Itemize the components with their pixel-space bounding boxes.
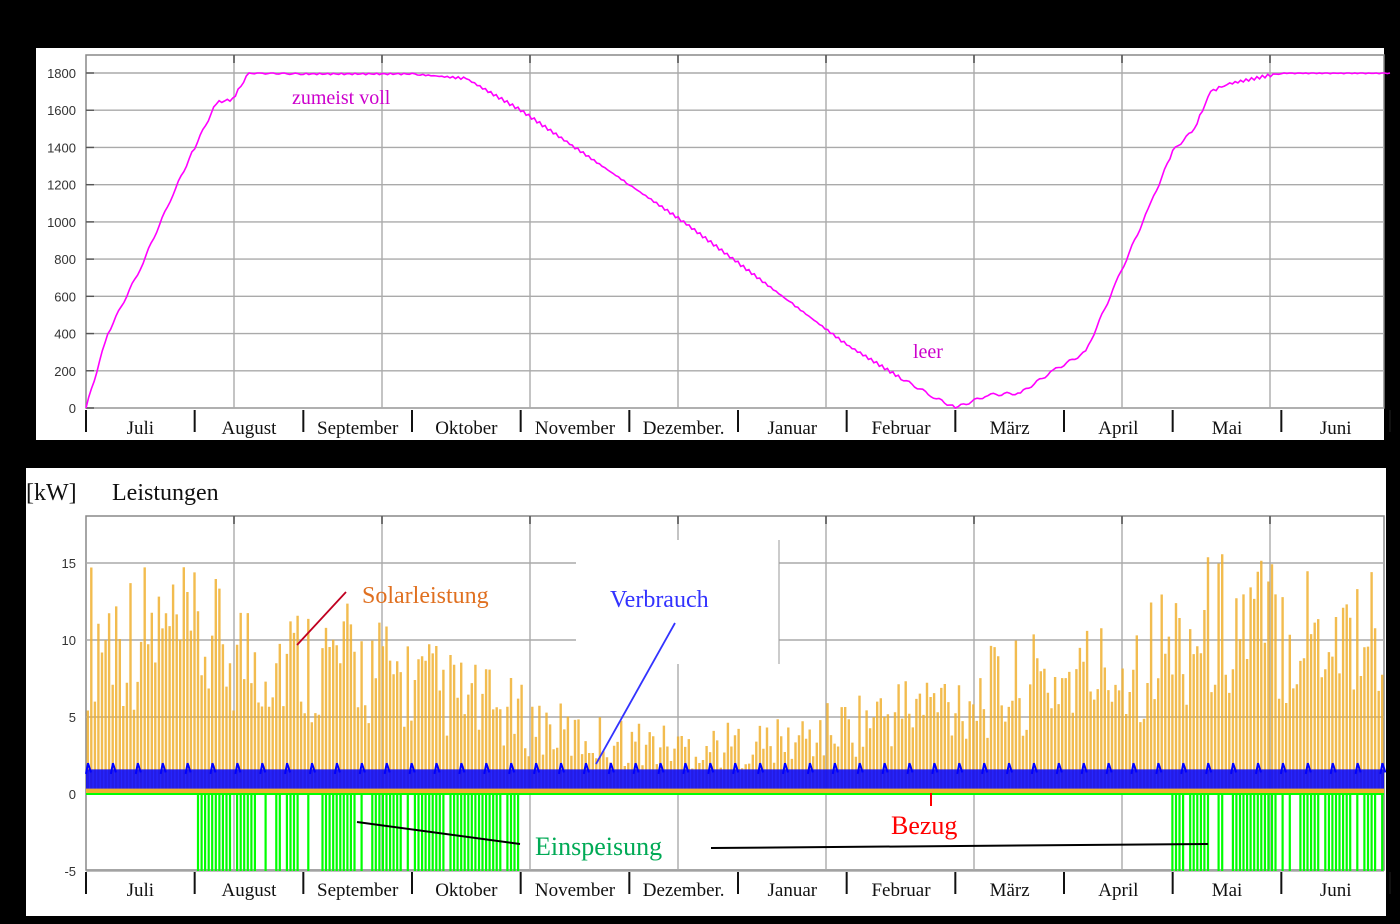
month-label: April xyxy=(1098,880,1138,901)
solar-pointer-line xyxy=(296,591,347,646)
y-tick-label: 600 xyxy=(54,289,76,304)
consumption-peaks xyxy=(85,762,1387,775)
month-label: November xyxy=(535,418,616,439)
month-label: April xyxy=(1098,418,1138,439)
y-tick-label: 200 xyxy=(54,364,76,379)
y-tick-label: 0 xyxy=(69,787,76,802)
bottom-chart-bars xyxy=(85,554,1387,871)
y-tick-label: 1800 xyxy=(47,66,76,81)
month-label: September xyxy=(317,418,399,439)
top-chart-y-axis: 0 200 400 600 800 1000 1200 1400 1600 1800 xyxy=(47,66,76,416)
solar-bars xyxy=(86,554,1384,794)
month-label: Juli xyxy=(127,880,154,901)
solar-base xyxy=(86,788,1384,794)
month-label: März xyxy=(990,880,1030,901)
month-label: Juni xyxy=(1320,418,1352,439)
month-label: Oktober xyxy=(435,418,498,439)
unit-label: [kW] xyxy=(26,480,77,506)
month-label: Juli xyxy=(127,418,154,439)
y-tick-label: -5 xyxy=(64,864,76,879)
annotation-zumeist-voll: zumeist voll xyxy=(292,87,391,109)
month-label: November xyxy=(535,880,616,901)
y-tick-label: 1400 xyxy=(47,140,76,155)
month-label: Mai xyxy=(1212,418,1243,439)
y-tick-label: 800 xyxy=(54,252,76,267)
label-bezug: Bezug xyxy=(891,811,957,840)
month-label: September xyxy=(317,880,399,901)
month-label: Februar xyxy=(871,418,931,439)
label-solarleistung: Solarleistung xyxy=(362,583,489,609)
month-label: Januar xyxy=(768,880,818,901)
month-label: Juni xyxy=(1320,880,1352,901)
feedin-pointer-line-right xyxy=(710,843,1209,849)
soc-chart-panel xyxy=(36,48,1384,440)
bottom-chart-x-axis: Juli August September Oktober November Dezemb… xyxy=(85,872,1391,901)
y-tick-label: 400 xyxy=(54,327,76,342)
top-chart-x-axis: Juli August September Oktober November Dezemb… xyxy=(85,410,1391,439)
label-einspeisung: Einspeisung xyxy=(535,832,662,861)
power-chart-title: Leistungen xyxy=(112,480,219,506)
bottom-chart-y-axis: 15 10 5 0 -5 xyxy=(62,556,76,879)
month-label: Dezember. xyxy=(643,880,725,901)
label-verbrauch: Verbrauch xyxy=(610,587,709,613)
month-label: August xyxy=(222,880,278,901)
month-label: Dezember. xyxy=(643,418,725,439)
feedin-pointer-line-left xyxy=(356,821,521,845)
consumption-pointer-line xyxy=(595,622,676,765)
y-tick-label: 1600 xyxy=(47,103,76,118)
soc-line xyxy=(85,72,1391,409)
top-chart-grid xyxy=(85,54,1385,409)
month-label: Februar xyxy=(871,880,931,901)
consumption-band xyxy=(86,769,1384,790)
y-tick-label: 0 xyxy=(69,401,76,416)
y-tick-label: 15 xyxy=(62,556,76,571)
y-tick-label: 1200 xyxy=(47,178,76,193)
month-label: Mai xyxy=(1212,880,1243,901)
label-mask-box xyxy=(576,540,779,664)
y-tick-label: 10 xyxy=(62,633,76,648)
feedin-bars xyxy=(196,794,1384,871)
month-label: März xyxy=(990,418,1030,439)
y-tick-label: 1000 xyxy=(47,215,76,230)
month-label: August xyxy=(222,418,278,439)
annotation-leer: leer xyxy=(913,341,943,363)
y-tick-label: 5 xyxy=(69,710,76,725)
month-label: Oktober xyxy=(435,880,498,901)
month-label: Januar xyxy=(768,418,818,439)
